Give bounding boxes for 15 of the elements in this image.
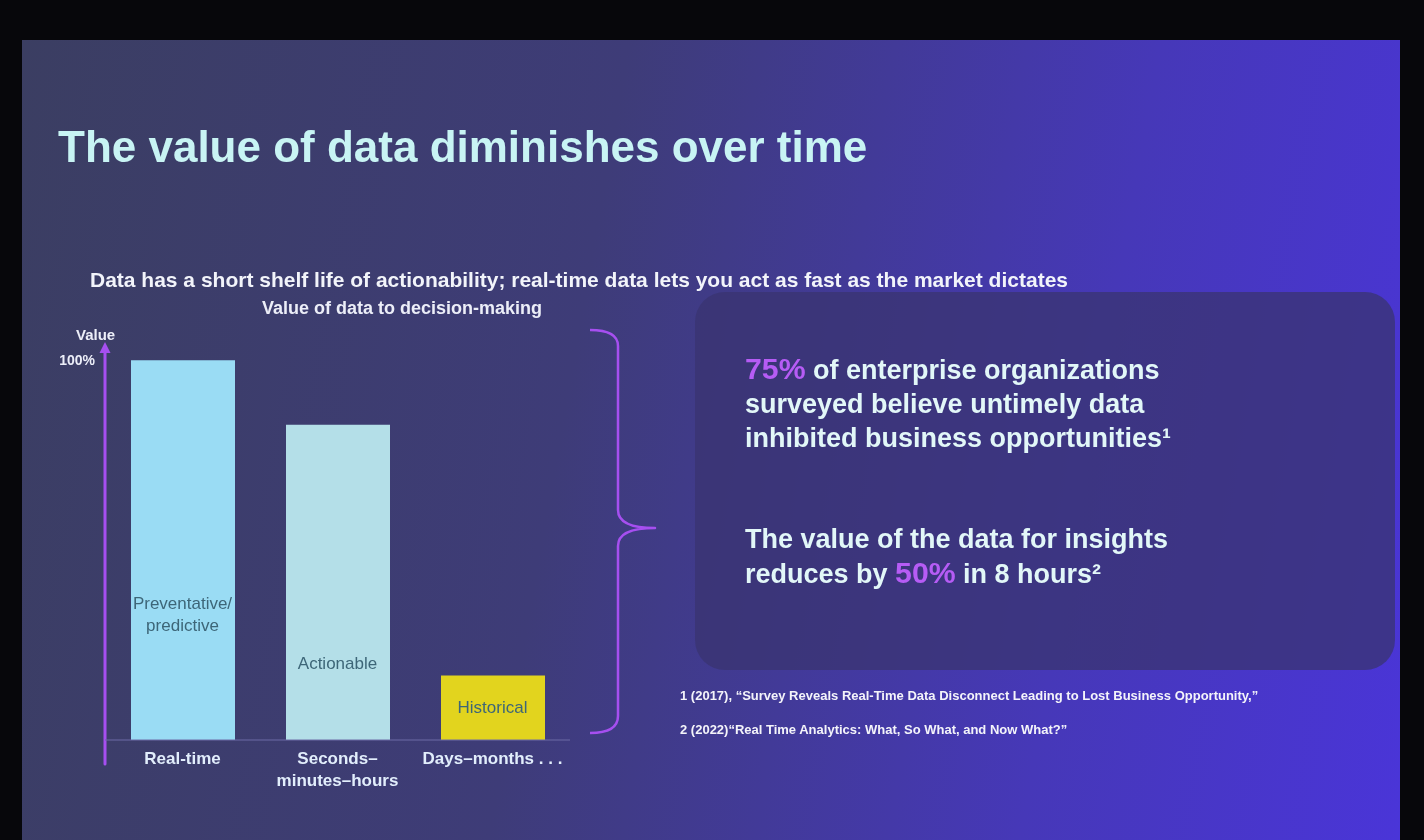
text: 100% bbox=[59, 352, 95, 369]
chart-title: The value of data diminishes over time bbox=[58, 122, 868, 172]
text: The value of the data for insights reduces by 50% in 8 hours² bbox=[745, 524, 1169, 589]
text: 2 (2022)“Real Time Analytics: What, So What, and Now What?” bbox=[680, 722, 1068, 737]
text: Value of data to decision-making bbox=[262, 298, 543, 319]
y-axis-title: Value bbox=[76, 326, 116, 343]
text: 75% of enterprise organizations surveyed believe untimely data inhibited business opportunities¹ bbox=[745, 352, 1172, 453]
text: 1 (2017), “Survey Reveals Real-Time Data Disconnect Leading to Lost Business Opportunity,” bbox=[680, 688, 1259, 703]
annotation: Actionable bbox=[296, 653, 379, 676]
x-tick-label: Days–months . . . bbox=[422, 749, 563, 768]
annotation: Historical bbox=[456, 696, 529, 719]
chart-subtitle: Data has a short shelf life of actionability; real-time data lets you act as fast as the market dictates bbox=[90, 268, 1068, 292]
annotation: Preventative/ predictive bbox=[131, 592, 234, 637]
x-tick-label: Real-time bbox=[144, 749, 221, 768]
x-tick-label: Seconds–minutes–hours bbox=[276, 749, 399, 790]
